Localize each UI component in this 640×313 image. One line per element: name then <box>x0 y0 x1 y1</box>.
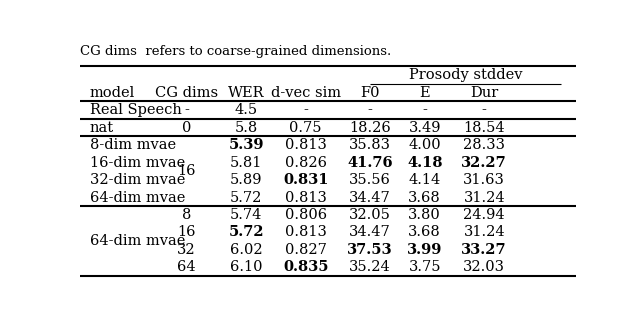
Text: 33.27: 33.27 <box>461 243 507 257</box>
Text: 32.05: 32.05 <box>349 208 391 222</box>
Text: 0.75: 0.75 <box>289 121 322 135</box>
Text: 32.03: 32.03 <box>463 260 505 275</box>
Text: 35.83: 35.83 <box>349 138 391 152</box>
Text: 35.24: 35.24 <box>349 260 391 275</box>
Text: 4.18: 4.18 <box>407 156 442 170</box>
Text: 3.75: 3.75 <box>408 260 441 275</box>
Text: 5.72: 5.72 <box>230 191 262 204</box>
Text: 5.8: 5.8 <box>234 121 258 135</box>
Text: 3.49: 3.49 <box>408 121 441 135</box>
Text: 6.02: 6.02 <box>230 243 262 257</box>
Text: 5.39: 5.39 <box>228 138 264 152</box>
Text: d-vec sim: d-vec sim <box>271 86 340 100</box>
Text: 64: 64 <box>177 260 196 275</box>
Text: 0.813: 0.813 <box>285 225 326 239</box>
Text: 4.14: 4.14 <box>408 173 441 187</box>
Text: 3.99: 3.99 <box>407 243 442 257</box>
Text: 18.54: 18.54 <box>463 121 505 135</box>
Text: 37.53: 37.53 <box>348 243 393 257</box>
Text: model: model <box>90 86 135 100</box>
Text: 8-dim mvae: 8-dim mvae <box>90 138 176 152</box>
Text: CG dims: CG dims <box>155 86 218 100</box>
Text: 0: 0 <box>182 121 191 135</box>
Text: 0.835: 0.835 <box>283 260 328 275</box>
Text: 32-dim mvae: 32-dim mvae <box>90 173 186 187</box>
Text: 32.27: 32.27 <box>461 156 507 170</box>
Text: -: - <box>184 103 189 117</box>
Text: 35.56: 35.56 <box>349 173 391 187</box>
Text: 6.10: 6.10 <box>230 260 262 275</box>
Text: -: - <box>368 103 372 117</box>
Text: 16-dim mvae: 16-dim mvae <box>90 156 185 170</box>
Text: 4.00: 4.00 <box>408 138 441 152</box>
Text: 34.47: 34.47 <box>349 225 391 239</box>
Text: 8: 8 <box>182 208 191 222</box>
Text: 34.47: 34.47 <box>349 191 391 204</box>
Text: 0.831: 0.831 <box>283 173 328 187</box>
Text: 64-dim mvae: 64-dim mvae <box>90 234 186 248</box>
Text: Prosody stddev: Prosody stddev <box>409 68 522 82</box>
Text: 5.74: 5.74 <box>230 208 262 222</box>
Text: 28.33: 28.33 <box>463 138 505 152</box>
Text: 3.68: 3.68 <box>408 191 441 204</box>
Text: nat: nat <box>90 121 114 135</box>
Text: 4.5: 4.5 <box>235 103 258 117</box>
Text: CG dims  refers to coarse-grained dimensions.: CG dims refers to coarse-grained dimensi… <box>80 45 391 58</box>
Text: 0.826: 0.826 <box>285 156 326 170</box>
Text: 16: 16 <box>177 164 196 178</box>
Text: 31.24: 31.24 <box>463 225 505 239</box>
Text: F0: F0 <box>360 86 380 100</box>
Text: E: E <box>419 86 430 100</box>
Text: 0.806: 0.806 <box>285 208 327 222</box>
Text: 41.76: 41.76 <box>348 156 393 170</box>
Text: 5.81: 5.81 <box>230 156 262 170</box>
Text: 3.80: 3.80 <box>408 208 441 222</box>
Text: -: - <box>422 103 427 117</box>
Text: 0.813: 0.813 <box>285 138 326 152</box>
Text: 0.827: 0.827 <box>285 243 326 257</box>
Text: 31.63: 31.63 <box>463 173 505 187</box>
Text: -: - <box>482 103 486 117</box>
Text: WER: WER <box>228 86 264 100</box>
Text: 18.26: 18.26 <box>349 121 391 135</box>
Text: 3.68: 3.68 <box>408 225 441 239</box>
Text: Dur: Dur <box>470 86 499 100</box>
Text: 32: 32 <box>177 243 196 257</box>
Text: 16: 16 <box>177 225 196 239</box>
Text: Real Speech: Real Speech <box>90 103 182 117</box>
Text: 5.72: 5.72 <box>228 225 264 239</box>
Text: 0.813: 0.813 <box>285 191 326 204</box>
Text: -: - <box>303 103 308 117</box>
Text: 31.24: 31.24 <box>463 191 505 204</box>
Text: 5.89: 5.89 <box>230 173 262 187</box>
Text: 24.94: 24.94 <box>463 208 505 222</box>
Text: 64-dim mvae: 64-dim mvae <box>90 191 186 204</box>
